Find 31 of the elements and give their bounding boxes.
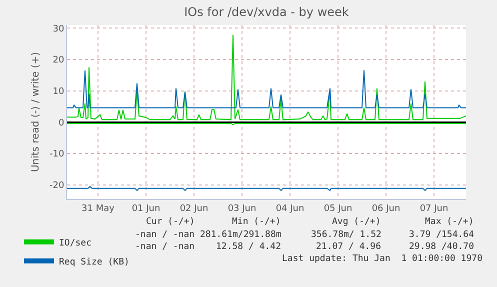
y-tick-label: -10 <box>49 150 64 160</box>
x-tick-label: 01 Jun <box>132 204 160 214</box>
text: 21.07 / 4.96 <box>316 242 382 252</box>
x-tick-label: 03 Jun <box>228 204 256 214</box>
text: 12.58 / 4.42 <box>216 242 282 252</box>
y-tick-label: 30 <box>52 24 64 34</box>
x-tick-label: 07 Jun <box>420 204 448 214</box>
x-tick-label: 02 Jun <box>180 204 208 214</box>
x-tick-label: 06 Jun <box>372 204 400 214</box>
legend-label: Req Size (KB) <box>59 257 130 268</box>
y-axis-title: Units read (-) / write (+) <box>30 52 42 172</box>
text: Avg (-/+) <box>332 217 381 227</box>
y-tick-label: 20 <box>52 56 64 66</box>
text: Last update: Thu Jan 1 01:00:00 1970 <box>282 254 482 264</box>
text: Max (-/+) <box>425 217 474 227</box>
text: Min (-/+) <box>232 217 281 227</box>
chart-title: IOs for /dev/xvda - by week <box>184 5 349 20</box>
text: 281.61m/291.88m <box>200 230 282 240</box>
text: 356.78m/ 1.52 <box>311 230 382 240</box>
text: -nan / -nan <box>135 230 195 240</box>
text: 29.98 /40.70 <box>409 242 474 252</box>
y-tick-label: 10 <box>52 86 64 97</box>
text: -nan / -nan <box>135 242 195 252</box>
text: Cur (-/+) <box>146 217 195 227</box>
x-tick-label: 04 Jun <box>276 204 304 214</box>
text: 3.79 /154.64 <box>409 230 474 240</box>
y-tick-label: 0 <box>58 118 64 128</box>
x-tick-label: 05 Jun <box>324 204 352 214</box>
x-tick-label: 31 May <box>82 204 116 214</box>
y-tick-label: -20 <box>49 181 64 192</box>
legend-label: IO/sec <box>59 238 92 248</box>
